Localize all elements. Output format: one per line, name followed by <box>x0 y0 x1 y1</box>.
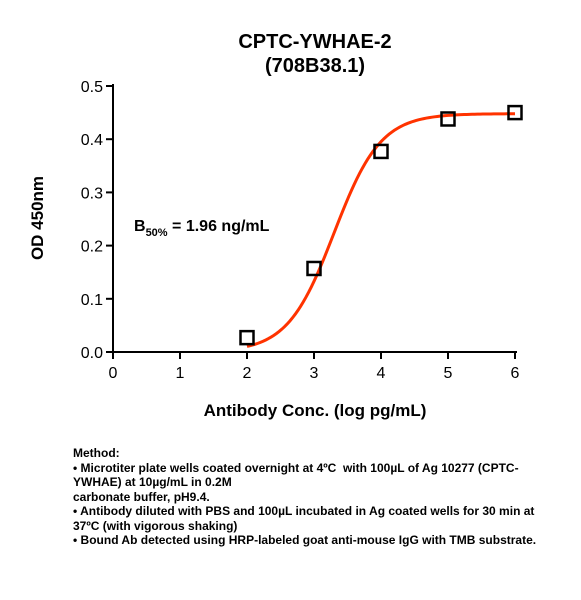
b50-subscript: 50% <box>146 227 168 239</box>
x-tick-label: 4 <box>377 365 386 382</box>
x-tick-label: 1 <box>176 365 185 382</box>
chart-title-line-1: CPTC-YWHAE-2 <box>238 31 391 53</box>
chart: CPTC-YWHAE-2 (708B38.1) 0.00.10.20.30.40… <box>28 31 523 420</box>
data-point <box>440 111 456 127</box>
y-ticks: 0.0 0.1 0.2 0.3 0.4 0.5 <box>81 79 113 362</box>
b50-value: = 1.96 ng/mL <box>168 218 270 235</box>
data-point <box>306 260 322 277</box>
y-tick-label: 0.3 <box>81 185 103 202</box>
y-tick-label: 0.4 <box>81 132 103 149</box>
fit-curve-line <box>246 112 516 348</box>
x-tick-label: 3 <box>310 365 319 382</box>
method-line-2: carbonate buffer, pH9.4. <box>73 489 210 504</box>
x-tick-label: 0 <box>109 365 118 382</box>
data-point <box>373 143 389 160</box>
b50-prefix: B <box>134 218 146 235</box>
y-tick-label: 0.2 <box>81 239 103 256</box>
x-tick-label: 5 <box>444 365 453 382</box>
data-points <box>239 104 523 346</box>
method-line-3: • Antibody diluted with PBS and 100µL in… <box>73 504 538 533</box>
method-heading: Method: <box>73 446 120 460</box>
data-point <box>239 329 255 346</box>
b50-annotation: B50% = 1.96 ng/mL <box>134 218 270 239</box>
y-tick-label: 0.0 <box>81 345 103 362</box>
method-notes: Method: • Microtiter plate wells coated … <box>73 446 543 548</box>
method-line-1: • Microtiter plate wells coated overnigh… <box>73 460 519 490</box>
x-ticks: 0 1 2 3 4 5 6 <box>109 352 520 382</box>
data-point <box>507 104 523 121</box>
x-axis-title: Antibody Conc. (log pg/mL) <box>204 401 427 420</box>
chart-title-line-2: (708B38.1) <box>265 55 365 77</box>
y-tick-label: 0.1 <box>81 292 103 309</box>
method-line-4: • Bound Ab detected using HRP-labeled go… <box>73 533 537 547</box>
y-tick-label: 0.5 <box>81 79 103 96</box>
x-tick-label: 6 <box>511 365 520 382</box>
x-tick-label: 2 <box>243 365 252 382</box>
y-axis-title: OD 450nm <box>28 176 47 260</box>
